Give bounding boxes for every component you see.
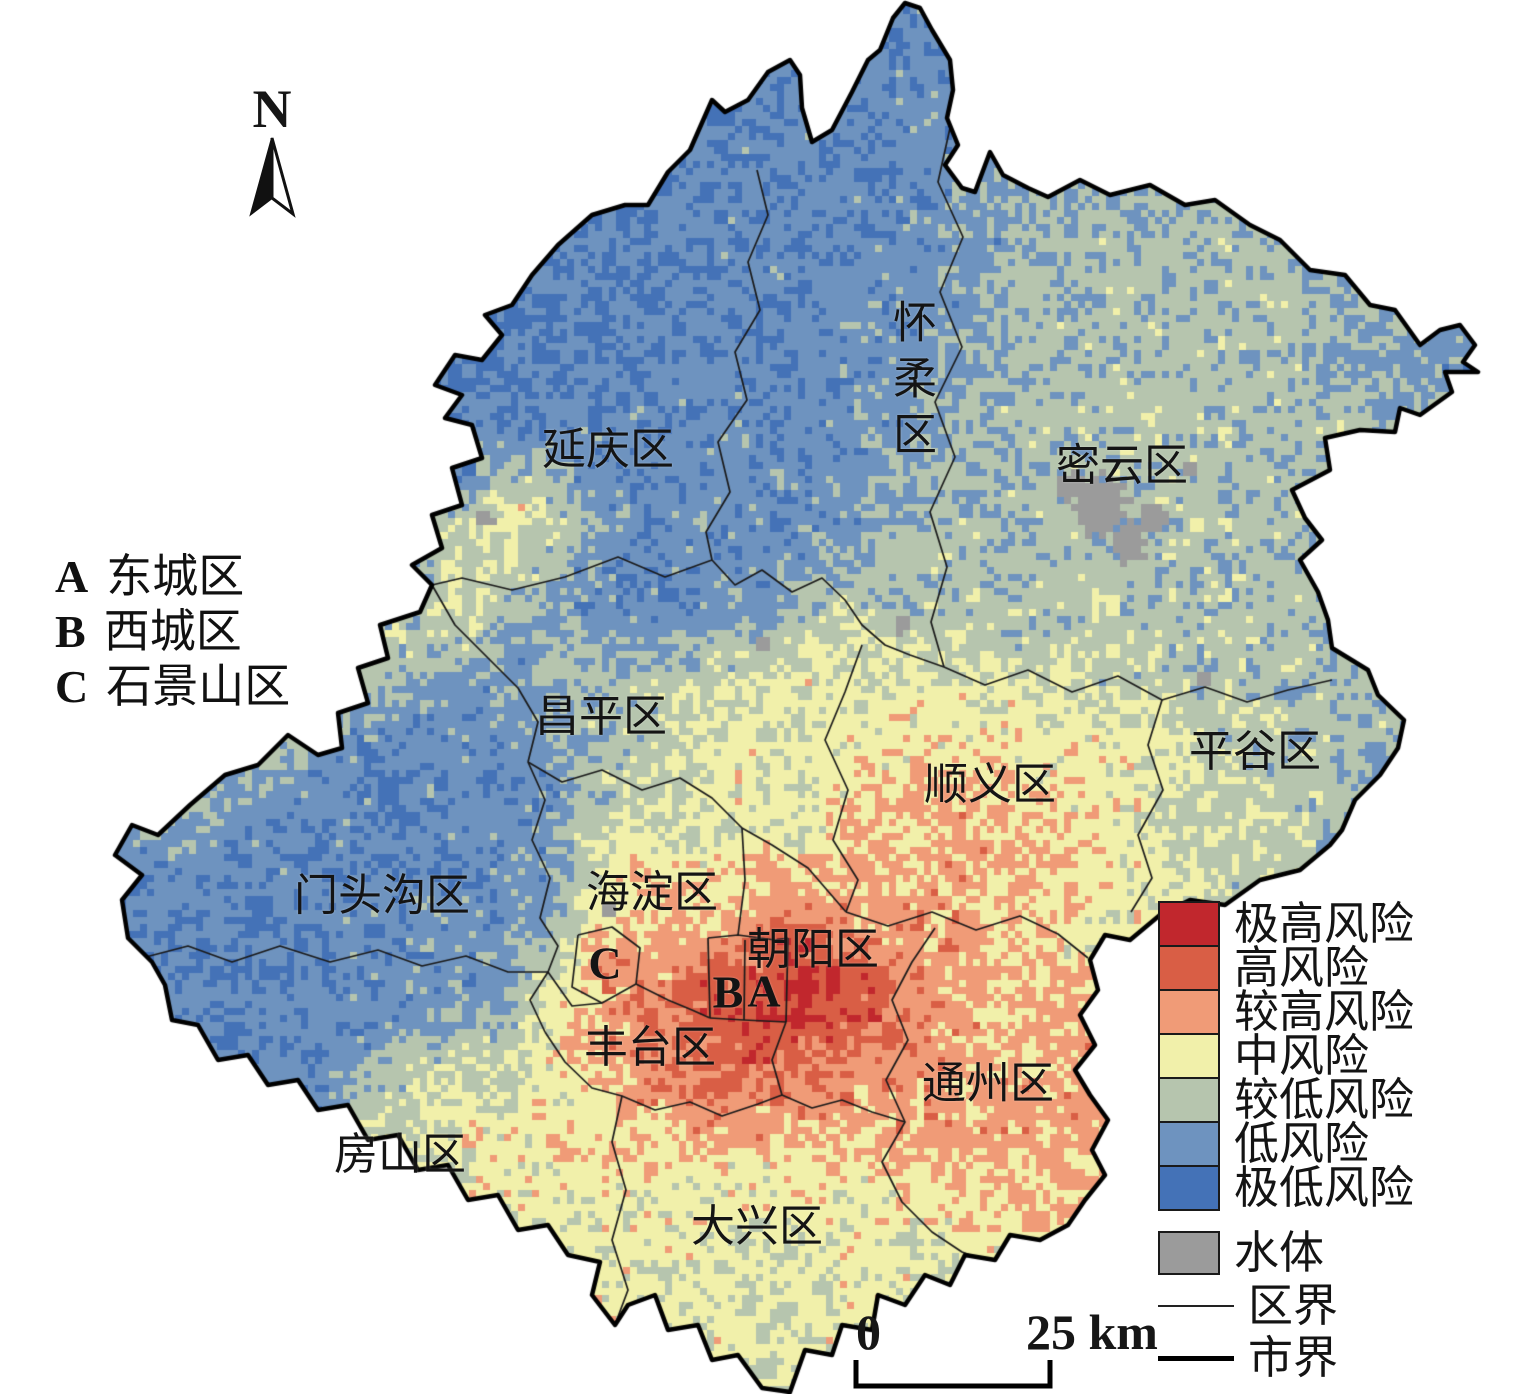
scale-bar: 0 25 km bbox=[830, 1295, 1170, 1394]
key-row-c: C 石景山区 bbox=[55, 650, 290, 712]
legend-swatch-medium-high-risk bbox=[1158, 989, 1220, 1035]
legend-label: 区界 bbox=[1248, 1280, 1339, 1331]
key-district-name: 西城区 bbox=[103, 606, 242, 657]
legend-item-city-boundary: 市界 bbox=[1158, 1332, 1535, 1383]
key-row-a: A 东城区 bbox=[55, 540, 290, 602]
legend-swatch-extreme-high-risk bbox=[1158, 901, 1220, 947]
inner-district-key: A 东城区 B 西城区 C 石景山区 bbox=[55, 540, 290, 712]
north-arrow-icon bbox=[249, 137, 296, 218]
legend-label: 较低风险 bbox=[1234, 1074, 1415, 1125]
legend-swatch-high-risk bbox=[1158, 945, 1220, 991]
key-letter: A bbox=[55, 551, 89, 602]
legend-item-medium-low-risk: 较低风险 bbox=[1158, 1077, 1535, 1123]
legend-item-high-risk: 高风险 bbox=[1158, 945, 1535, 991]
key-letter: C bbox=[55, 661, 89, 712]
legend-label: 高风险 bbox=[1234, 942, 1370, 993]
legend-swatch-medium-risk bbox=[1158, 1033, 1220, 1079]
legend-label: 中风险 bbox=[1234, 1030, 1370, 1081]
legend-label: 极高风险 bbox=[1234, 898, 1415, 949]
legend-label: 市界 bbox=[1248, 1332, 1339, 1383]
north-arrow: N bbox=[225, 78, 321, 218]
legend-item-water-body: 水体 bbox=[1158, 1227, 1535, 1278]
key-district-name: 东城区 bbox=[106, 551, 245, 602]
scale-bar-bracket bbox=[853, 1360, 1053, 1389]
legend-swatch-low-risk bbox=[1158, 1121, 1220, 1167]
scale-end-label: 25 km bbox=[1026, 1304, 1158, 1360]
legend-line-sample-city-boundary bbox=[1158, 1355, 1234, 1361]
legend-item-medium-high-risk: 较高风险 bbox=[1158, 989, 1535, 1035]
legend-swatch-water bbox=[1158, 1231, 1220, 1275]
north-label: N bbox=[252, 79, 292, 139]
legend-swatch-extreme-low-risk bbox=[1158, 1165, 1220, 1211]
key-row-b: B 西城区 bbox=[55, 595, 290, 657]
legend-label: 水体 bbox=[1234, 1227, 1325, 1278]
legend-item-extreme-low-risk: 极低风险 bbox=[1158, 1165, 1535, 1211]
key-district-name: 石景山区 bbox=[106, 661, 291, 712]
scale-zero-label: 0 bbox=[856, 1304, 881, 1360]
legend-item-medium-risk: 中风险 bbox=[1158, 1033, 1535, 1079]
legend-item-district-boundary: 区界 bbox=[1158, 1280, 1535, 1331]
legend-label: 极低风险 bbox=[1234, 1162, 1415, 1213]
legend-item-extreme-high-risk: 极高风险 bbox=[1158, 901, 1535, 947]
legend-label: 较高风险 bbox=[1234, 986, 1415, 1037]
legend-line-sample-district-boundary bbox=[1158, 1305, 1234, 1307]
legend-item-low-risk: 低风险 bbox=[1158, 1121, 1535, 1167]
key-letter: B bbox=[55, 606, 86, 657]
legend-swatch-medium-low-risk bbox=[1158, 1077, 1220, 1123]
map-legend: 极高风险 高风险 较高风险 中风险 较低风险 低风险 极低风险水体 区界 市界 bbox=[1158, 901, 1535, 1383]
legend-label: 低风险 bbox=[1234, 1118, 1370, 1169]
